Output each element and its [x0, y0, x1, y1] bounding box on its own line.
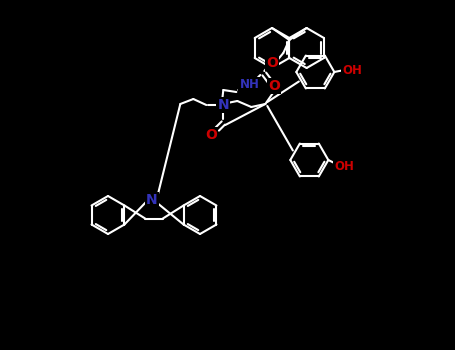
Text: N: N — [146, 193, 158, 207]
Text: O: O — [266, 56, 278, 70]
Text: NH: NH — [239, 77, 259, 91]
Text: O: O — [268, 79, 280, 93]
Text: OH: OH — [334, 160, 354, 173]
Text: OH: OH — [342, 63, 362, 77]
Text: O: O — [205, 128, 217, 142]
Text: N: N — [217, 98, 229, 112]
